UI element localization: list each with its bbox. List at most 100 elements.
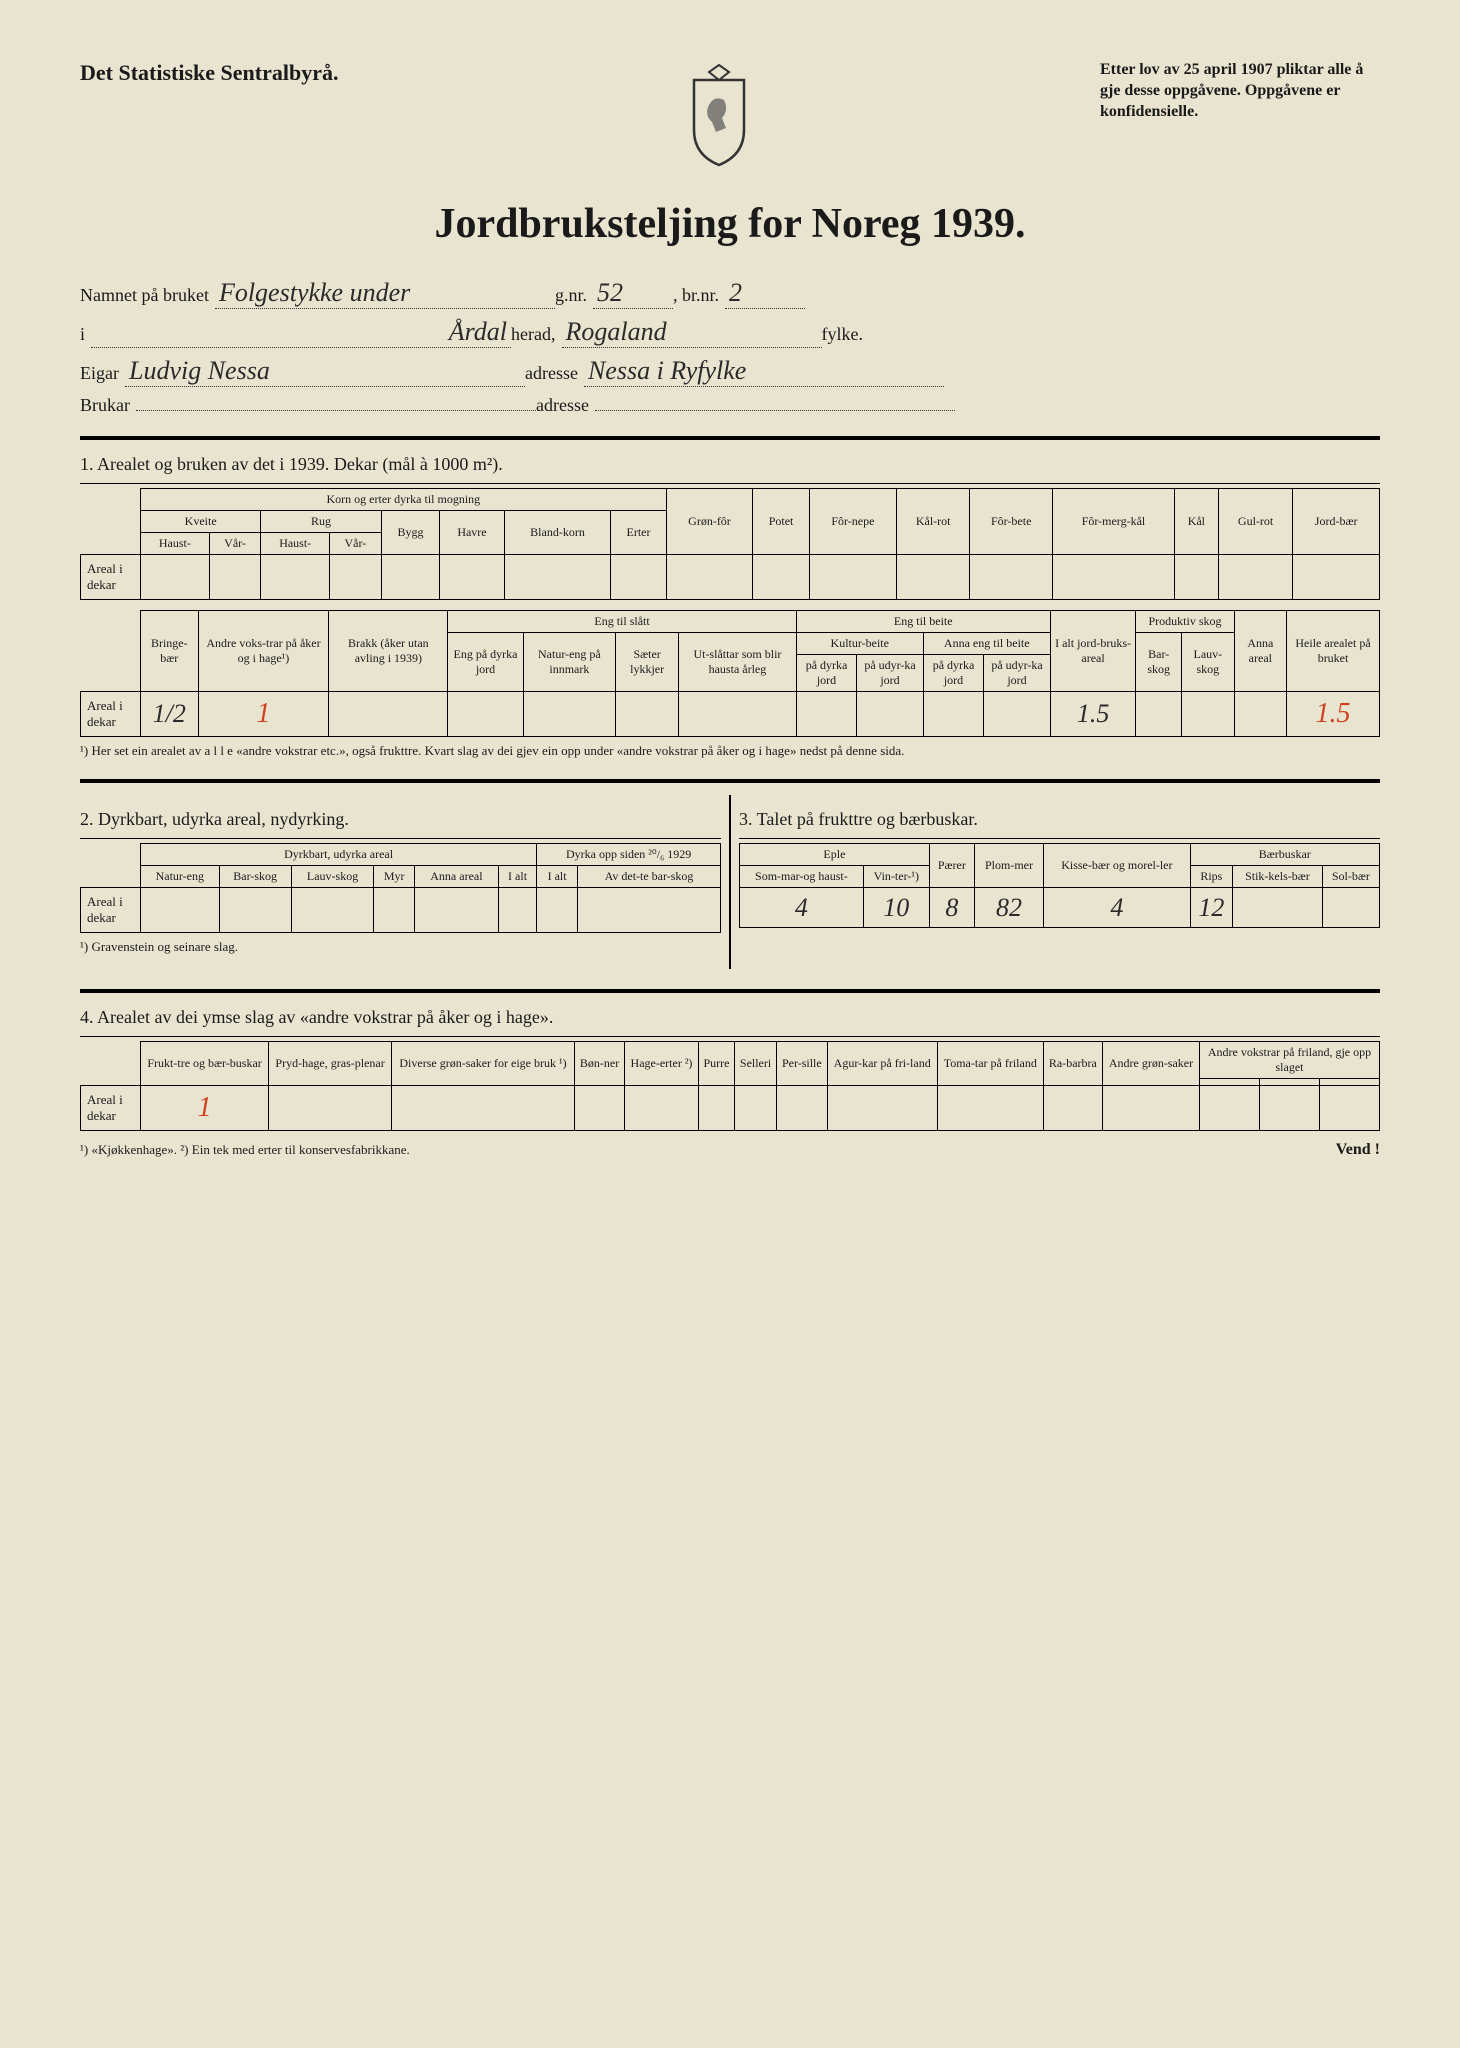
th-tomatar: Toma-tar på friland bbox=[937, 1042, 1043, 1086]
th-andrefriland: Andre vokstrar på friland, gje opp slage… bbox=[1200, 1042, 1380, 1079]
th-gulrot: Gul-rot bbox=[1218, 489, 1292, 555]
page-title: Jordbruksteljing for Noreg 1939. bbox=[80, 200, 1380, 248]
footnote-2: ¹) Gravenstein og seinare slag. bbox=[80, 939, 721, 955]
th-sommar: Som-mar-og haust- bbox=[740, 866, 864, 888]
th-heile: Heile arealet på bruket bbox=[1287, 611, 1380, 692]
th-engbeite: Eng til beite bbox=[796, 611, 1050, 633]
th-engslaat: Eng til slått bbox=[448, 611, 796, 633]
th-dyrkaopp: Dyrka opp siden ²⁰/₆ 1929 bbox=[537, 844, 721, 866]
th-dyrkbart: Dyrkbart, udyrka areal bbox=[141, 844, 537, 866]
th-prodskog: Produktiv skog bbox=[1136, 611, 1234, 633]
val-heile: 1.5 bbox=[1287, 692, 1380, 737]
th-bygg: Bygg bbox=[381, 511, 440, 555]
val-paerer: 8 bbox=[929, 888, 974, 928]
val-ialt: 1.5 bbox=[1050, 692, 1136, 737]
val-plommer: 82 bbox=[974, 888, 1043, 928]
table3: Eple Pærer Plom-mer Kisse-bær og morel-l… bbox=[739, 843, 1380, 928]
th-hageerter: Hage-erter ²) bbox=[625, 1042, 699, 1086]
val-kisse: 4 bbox=[1044, 888, 1190, 928]
val-rips: 12 bbox=[1190, 888, 1233, 928]
row-label-1b: Areal i dekar bbox=[81, 692, 141, 737]
row-label-1a: Areal i dekar bbox=[81, 555, 141, 600]
th-fornepe: Fôr-nepe bbox=[809, 489, 896, 555]
th-kisse: Kisse-bær og morel-ler bbox=[1044, 844, 1190, 888]
value-brnr: 2 bbox=[725, 278, 805, 309]
th-andre: Andre voks-trar på åker og i hage¹) bbox=[198, 611, 329, 692]
th-frukttre: Frukt-tre og bær-buskar bbox=[141, 1042, 269, 1086]
th-barskog2: Bar-skog bbox=[219, 866, 291, 888]
th-gronfor: Grøn-fôr bbox=[666, 489, 753, 555]
th-prydhage: Pryd-hage, gras-plenar bbox=[269, 1042, 392, 1086]
th-erter: Erter bbox=[611, 511, 666, 555]
section4-title: 4. Arealet av dei ymse slag av «andre vo… bbox=[80, 1007, 1380, 1028]
th-purre: Purre bbox=[698, 1042, 734, 1086]
th-saeter: Sæter lykkjer bbox=[616, 633, 679, 692]
th-selleri: Selleri bbox=[735, 1042, 777, 1086]
label-adresse1: adresse bbox=[525, 363, 578, 384]
th-ialt2b: I alt bbox=[537, 866, 578, 888]
th-haust2: Haust- bbox=[261, 533, 330, 555]
row-label-4: Areal i dekar bbox=[81, 1086, 141, 1131]
val-bringebaer: 1/2 bbox=[141, 692, 199, 737]
label-gnr: g.nr. bbox=[555, 285, 587, 306]
th-forbete: Fôr-bete bbox=[970, 489, 1053, 555]
th-agurkar: Agur-kar på fri-land bbox=[827, 1042, 937, 1086]
label-namnet: Namnet på bruket bbox=[80, 285, 209, 306]
table1b: Bringe-bær Andre voks-trar på åker og i … bbox=[80, 610, 1380, 737]
th-lauvskog: Lauv-skog bbox=[1182, 633, 1235, 692]
val-frukttre: 1 bbox=[141, 1086, 269, 1131]
th-bringebaer: Bringe-bær bbox=[141, 611, 199, 692]
th-engdyrka: Eng på dyrka jord bbox=[448, 633, 523, 692]
table1a: Korn og erter dyrka til mogning Grøn-fôr… bbox=[80, 488, 1380, 600]
th-kulturbeite: Kultur-beite bbox=[796, 633, 923, 655]
value-namnet: Folgestykke under bbox=[215, 278, 555, 309]
label-herad: herad, bbox=[511, 324, 555, 345]
value-eigar: Ludvig Nessa bbox=[125, 356, 525, 387]
th-korn: Korn og erter dyrka til mogning bbox=[141, 489, 667, 511]
th-rips: Rips bbox=[1190, 866, 1233, 888]
value-brukar bbox=[136, 410, 536, 411]
th-var2: Vår- bbox=[330, 533, 382, 555]
value-adresse2 bbox=[595, 410, 955, 411]
th-potet: Potet bbox=[753, 489, 809, 555]
disclaimer-text: Etter lov av 25 april 1907 pliktar alle … bbox=[1100, 60, 1380, 122]
th-paerer: Pærer bbox=[929, 844, 974, 888]
org-name: Det Statistiske Sentralbyrå. bbox=[80, 60, 338, 86]
th-andregron: Andre grøn-saker bbox=[1102, 1042, 1199, 1086]
th-solbaer: Sol-bær bbox=[1322, 866, 1379, 888]
label-brukar: Brukar bbox=[80, 395, 130, 416]
th-utslattar: Ut-slåttar som blir hausta årleg bbox=[679, 633, 797, 692]
th-stikkels: Stik-kels-bær bbox=[1233, 866, 1323, 888]
th-eple: Eple bbox=[740, 844, 930, 866]
th-rug: Rug bbox=[261, 511, 381, 533]
footnote-1: ¹) Her set ein arealet av a l l e «andre… bbox=[80, 743, 1380, 759]
th-rabarbra: Ra-barbra bbox=[1043, 1042, 1102, 1086]
value-herad: Rogaland bbox=[562, 317, 822, 348]
th-bonner: Bøn-ner bbox=[574, 1042, 624, 1086]
value-gnr: 52 bbox=[593, 278, 673, 309]
label-brnr: , br.nr. bbox=[673, 285, 719, 306]
th-formergkal: Fôr-merg-kål bbox=[1053, 489, 1175, 555]
th-paudyrka2: på udyr-ka jord bbox=[984, 655, 1050, 692]
th-diverse: Diverse grøn-saker for eige bruk ¹) bbox=[392, 1042, 575, 1086]
table4: Frukt-tre og bær-buskar Pryd-hage, gras-… bbox=[80, 1041, 1380, 1131]
coat-of-arms-icon bbox=[674, 60, 764, 170]
footnote-4: ¹) «Kjøkkenhage». ²) Ein tek med erter t… bbox=[80, 1142, 410, 1158]
th-persille: Per-sille bbox=[777, 1042, 828, 1086]
label-eigar: Eigar bbox=[80, 363, 119, 384]
th-padyrka1: på dyrka jord bbox=[796, 655, 857, 692]
th-paudyrka1: på udyr-ka jord bbox=[857, 655, 923, 692]
th-blandkorn: Bland-korn bbox=[504, 511, 611, 555]
th-kal: Kål bbox=[1174, 489, 1218, 555]
vend-label: Vend ! bbox=[1336, 1141, 1380, 1159]
th-padyrka2: på dyrka jord bbox=[923, 655, 984, 692]
section2-title: 2. Dyrkbart, udyrka areal, nydyrking. bbox=[80, 809, 721, 830]
th-annabeite: Anna eng til beite bbox=[923, 633, 1050, 655]
th-brakk: Brakk (åker utan avling i 1939) bbox=[329, 611, 448, 692]
th-natureng: Natur-eng på innmark bbox=[523, 633, 615, 692]
th-barskog: Bar-skog bbox=[1136, 633, 1182, 692]
th-var1: Vår- bbox=[209, 533, 261, 555]
label-fylke: fylke. bbox=[822, 324, 863, 345]
value-adresse1: Nessa i Ryfylke bbox=[584, 356, 944, 387]
th-kveite: Kveite bbox=[141, 511, 261, 533]
